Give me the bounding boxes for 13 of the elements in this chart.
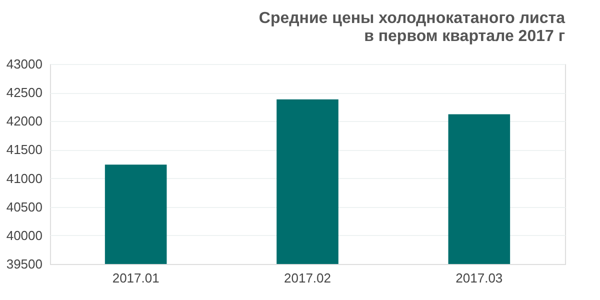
y-tick-label: 41500: [6, 142, 42, 158]
x-tick-label: 2017.01: [112, 270, 160, 286]
y-tick-label: 42000: [6, 114, 42, 129]
y-tick-label: 39500: [6, 256, 42, 272]
y-tick-label: 40500: [6, 199, 42, 214]
text: Средние цены холоднокатаного листа: [258, 10, 565, 27]
y-tick-label: 42500: [6, 85, 42, 100]
x-tick-label: 2017.03: [456, 270, 503, 286]
y-tick-label: 40000: [6, 228, 42, 243]
y-tick-label: 43000: [6, 56, 42, 72]
x-tick-label: 2017.02: [284, 270, 331, 286]
y-tick-label: 41000: [6, 170, 42, 186]
text: в первом квартале 2017 г: [364, 28, 565, 45]
